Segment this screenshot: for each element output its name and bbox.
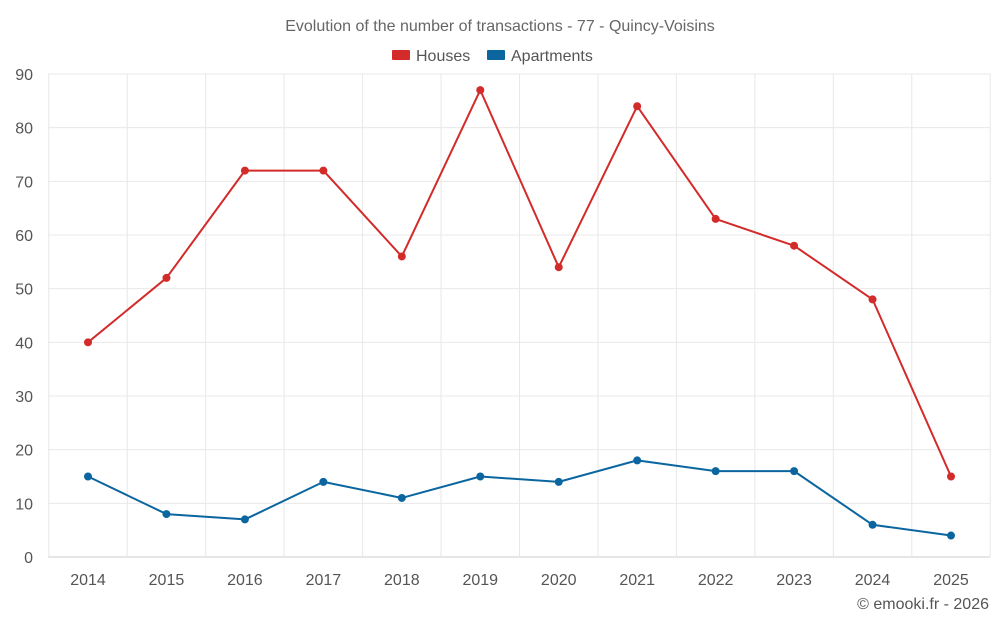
data-point-apartments[interactable] xyxy=(947,531,955,540)
data-point-apartments[interactable] xyxy=(84,472,92,481)
legend-item-apartments[interactable]: Apartments xyxy=(487,48,593,65)
data-point-apartments[interactable] xyxy=(319,477,328,486)
legend-swatch-apartments xyxy=(487,50,505,60)
x-tick-label: 2017 xyxy=(306,572,342,589)
data-point-houses[interactable] xyxy=(240,166,249,175)
data-point-apartments[interactable] xyxy=(633,456,642,465)
y-tick-label: 10 xyxy=(15,496,33,513)
data-point-houses[interactable] xyxy=(947,472,955,481)
legend-item-houses[interactable]: Houses xyxy=(392,48,470,65)
data-point-apartments[interactable] xyxy=(240,515,249,524)
x-tick-label: 2014 xyxy=(70,572,106,589)
series-line-houses xyxy=(87,89,952,477)
data-point-apartments[interactable] xyxy=(554,477,563,486)
y-tick-label: 80 xyxy=(15,121,33,138)
y-tick-label: 90 xyxy=(15,67,33,84)
x-tick-label: 2015 xyxy=(149,572,185,589)
data-point-apartments[interactable] xyxy=(711,467,720,476)
y-tick-label: 0 xyxy=(24,550,33,567)
series-houses xyxy=(84,86,955,481)
data-point-apartments[interactable] xyxy=(790,467,799,476)
grid xyxy=(48,73,991,558)
y-axis: 0 10 20 30 40 50 60 70 80 90 xyxy=(15,67,33,567)
x-tick-label: 2024 xyxy=(855,572,891,589)
x-tick-label: 2018 xyxy=(384,572,420,589)
data-point-houses[interactable] xyxy=(790,241,799,250)
x-tick-label: 2023 xyxy=(776,572,812,589)
data-point-houses[interactable] xyxy=(319,166,328,175)
data-point-houses[interactable] xyxy=(711,214,720,223)
y-tick-label: 70 xyxy=(15,174,33,191)
y-tick-label: 30 xyxy=(15,389,33,406)
x-tick-label: 2025 xyxy=(933,572,969,589)
data-point-houses[interactable] xyxy=(633,102,642,111)
data-point-apartments[interactable] xyxy=(162,510,171,519)
x-axis: 2014 2015 2016 2017 2018 2019 2020 2021 2022 2023… xyxy=(70,572,969,589)
y-tick-label: 60 xyxy=(15,228,33,245)
data-point-apartments[interactable] xyxy=(397,493,406,502)
y-tick-label: 40 xyxy=(15,335,33,352)
data-point-houses[interactable] xyxy=(162,273,171,282)
data-point-houses[interactable] xyxy=(554,263,563,272)
x-tick-label: 2022 xyxy=(698,572,734,589)
series-apartments xyxy=(84,456,955,540)
credit-text: © emooki.fr - 2026 xyxy=(857,596,989,613)
data-point-apartments[interactable] xyxy=(868,520,877,529)
data-point-houses[interactable] xyxy=(868,295,877,304)
x-tick-label: 2021 xyxy=(619,572,655,589)
legend-label-apartments: Apartments xyxy=(511,48,593,65)
x-tick-label: 2016 xyxy=(227,572,263,589)
legend-swatch-houses xyxy=(392,50,410,60)
data-point-houses[interactable] xyxy=(476,86,485,95)
legend-label-houses: Houses xyxy=(416,48,470,65)
x-tick-label: 2019 xyxy=(462,572,498,589)
series-line-apartments xyxy=(87,459,952,537)
y-tick-label: 20 xyxy=(15,443,33,460)
data-point-houses[interactable] xyxy=(84,338,92,347)
y-tick-label: 50 xyxy=(15,282,33,299)
legend[interactable]: Houses Apartments xyxy=(392,48,593,65)
chart-title: Evolution of the number of transactions … xyxy=(285,18,715,35)
data-point-houses[interactable] xyxy=(397,252,406,261)
data-point-apartments[interactable] xyxy=(476,472,485,481)
x-tick-label: 2020 xyxy=(541,572,577,589)
series-layer xyxy=(84,86,955,540)
